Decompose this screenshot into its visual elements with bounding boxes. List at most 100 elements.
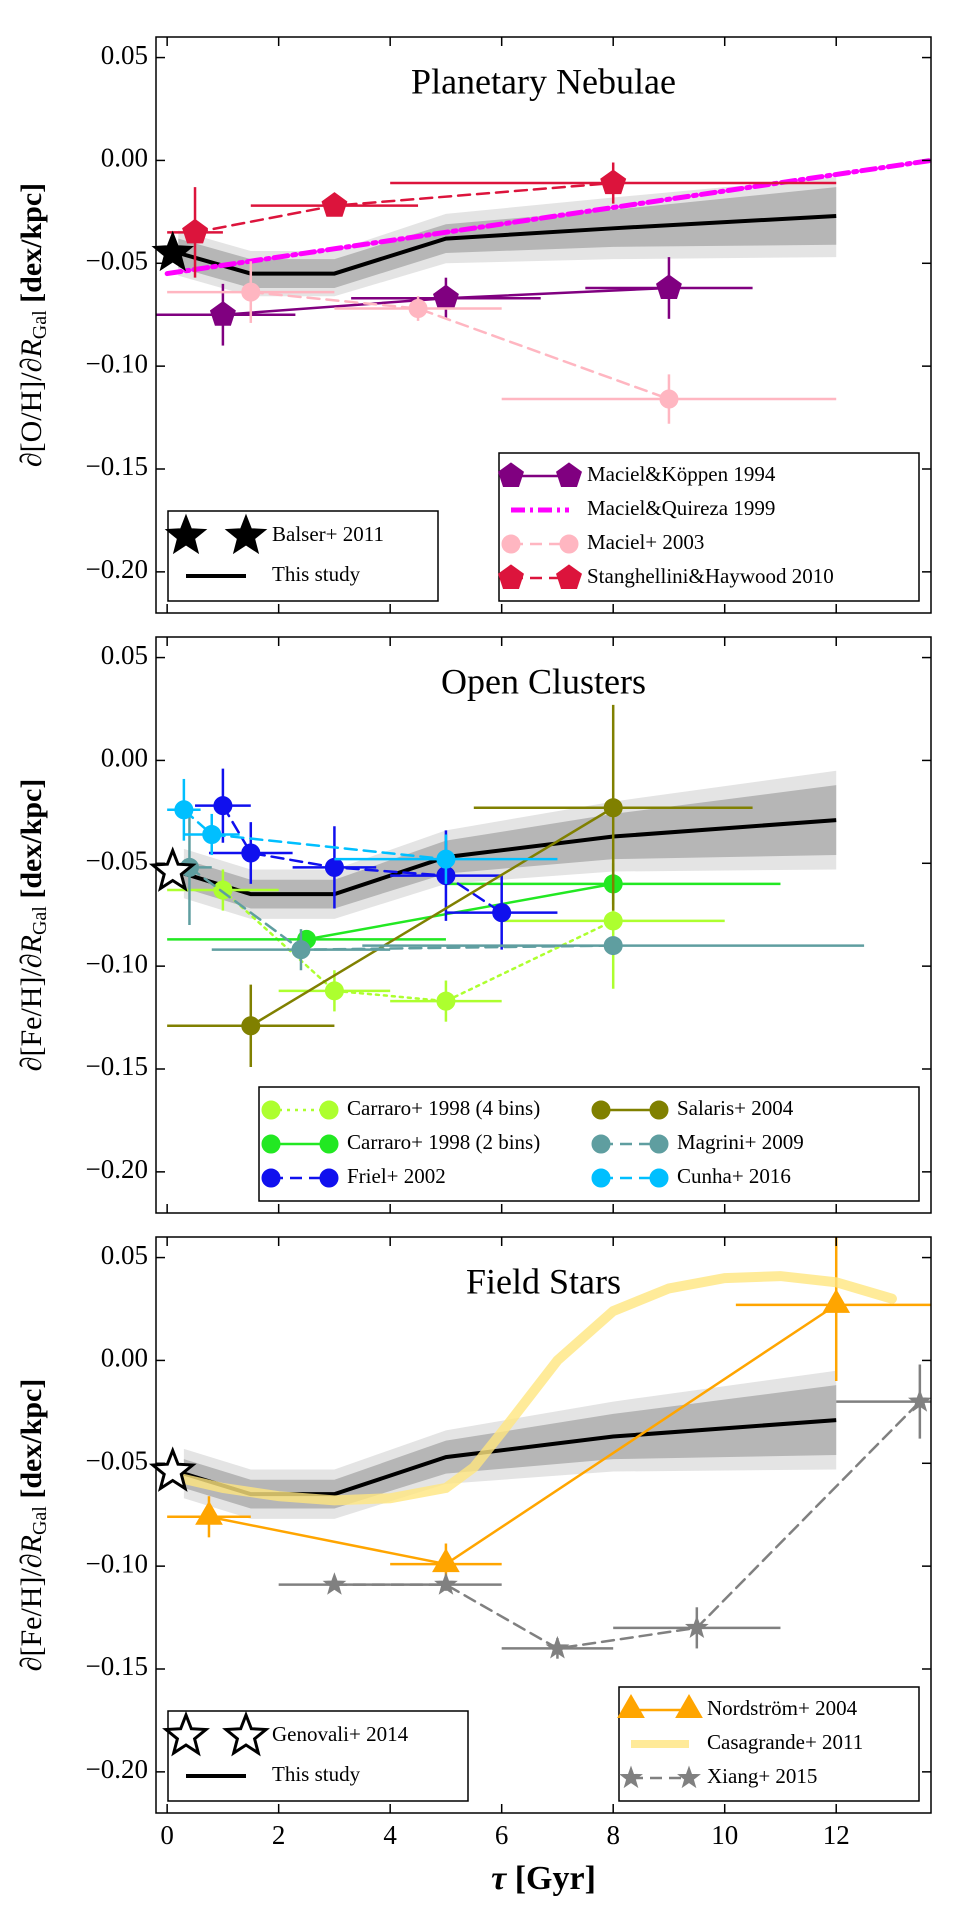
y-tick-label: −0.05 (86, 1445, 148, 1475)
marker (591, 1168, 611, 1188)
legend: Carraro+ 1998 (4 bins) Carraro+ 1998 (2 b… (258, 1086, 920, 1202)
marker (498, 564, 524, 589)
panel-title: Open Clusters (441, 661, 646, 701)
panel-title: Field Stars (466, 1261, 621, 1301)
plot-area (167, 704, 865, 1067)
marker (222, 1710, 270, 1757)
y-tick-label: 0.00 (101, 1343, 148, 1373)
legend: Balser+ 2011 This study (164, 510, 439, 602)
marker (148, 1446, 197, 1492)
x-tick-label: 6 (495, 1820, 509, 1850)
y-tick-label: 0.05 (101, 640, 148, 670)
marker (619, 1765, 643, 1789)
y-label-part: ∂[Fe/H]/∂ (15, 953, 48, 1071)
y-tick-label: −0.15 (86, 451, 148, 481)
plot-area (167, 1237, 931, 1659)
this-study-line (177, 213, 837, 276)
marker (321, 192, 348, 217)
legend-label: Maciel&Köppen 1994 (587, 462, 776, 486)
legend-label: Genovali+ 2014 (272, 1722, 409, 1746)
marker (492, 903, 512, 923)
marker (556, 462, 582, 487)
marker (319, 1134, 339, 1154)
marker (908, 1389, 931, 1412)
legend: Genovali+ 2014 This study (162, 1710, 469, 1802)
y-tick-label: −0.20 (86, 1154, 148, 1184)
series (167, 778, 558, 884)
series (173, 1271, 897, 1506)
panel: 0.05 0.00 −0.05 −0.10 −0.15 −0.20 Planetary Ne… (15, 36, 932, 614)
marker (261, 1168, 281, 1188)
series (167, 853, 725, 1022)
marker (209, 301, 236, 326)
marker (162, 1710, 210, 1757)
legend-label: Carraro+ 1998 (4 bins) (347, 1096, 540, 1120)
y-tick-label: −0.10 (86, 948, 148, 978)
y-label-part: ∂[O/H]/∂ (15, 358, 48, 468)
legend-box (258, 1086, 920, 1202)
y-tick-label: −0.20 (86, 1754, 148, 1784)
legend-label: Magrini+ 2009 (677, 1130, 804, 1154)
legend-label: Maciel+ 2003 (587, 530, 704, 554)
marker (432, 1548, 460, 1573)
confidence-band (178, 187, 837, 288)
legend-label: Salaris+ 2004 (677, 1096, 794, 1120)
marker (319, 1100, 339, 1120)
series (167, 1237, 931, 1585)
panel: 0.05 0.00 −0.05 −0.10 −0.15 −0.20 0 2 4 6 8 10 12 τ [… (15, 1236, 932, 1897)
y-label-part: Gal (29, 310, 51, 339)
marker (649, 1100, 669, 1120)
x-label-unit: [Gyr] (506, 1860, 596, 1897)
marker (603, 936, 623, 956)
series (167, 704, 753, 1067)
marker (319, 1168, 339, 1188)
marker (677, 1765, 701, 1789)
legend-label: This study (272, 1762, 361, 1786)
y-label-part: Gal (29, 906, 51, 935)
legend-box (167, 1710, 469, 1802)
series (164, 157, 931, 277)
marker (433, 284, 459, 310)
marker (324, 857, 344, 877)
series (156, 257, 753, 346)
panel-title: Planetary Nebulae (411, 61, 676, 101)
x-tick-label: 8 (606, 1820, 620, 1850)
series-line (249, 806, 615, 1028)
marker (591, 1134, 611, 1154)
y-axis-label: ∂[O/H]/∂RGal [dex/kpc] (15, 183, 51, 467)
marker (559, 534, 579, 554)
x-tick-label: 10 (711, 1820, 738, 1850)
marker (603, 798, 623, 818)
plot-area (156, 157, 931, 424)
y-axis-label: ∂[Fe/H]/∂RGal [dex/kpc] (15, 779, 51, 1072)
marker (213, 796, 233, 816)
marker (324, 981, 344, 1001)
marker (291, 940, 311, 960)
axes-frame (155, 36, 932, 614)
confidence-band (183, 785, 837, 909)
y-tick-label: −0.05 (86, 245, 148, 275)
legend-box (167, 510, 439, 602)
series (278, 1364, 931, 1659)
marker (202, 824, 222, 844)
legend-label: Friel+ 2002 (347, 1164, 446, 1188)
y-label-part: R (15, 1535, 48, 1554)
y-axis-label: ∂[Fe/H]/∂RGal [dex/kpc] (15, 1379, 51, 1672)
series-line (249, 290, 671, 401)
series (167, 809, 865, 971)
y-tick-label: −0.15 (86, 1651, 148, 1681)
marker (151, 230, 195, 272)
marker (501, 534, 521, 554)
y-tick-label: −0.15 (86, 1051, 148, 1081)
series (195, 768, 558, 950)
marker (603, 911, 623, 931)
legend-label: Cunha+ 2016 (677, 1164, 791, 1188)
marker (148, 846, 197, 892)
y-label-part: ∂[Fe/H]/∂ (15, 1553, 48, 1671)
legend-label: Carraro+ 1998 (2 bins) (347, 1130, 540, 1154)
y-tick-label: 0.05 (101, 40, 148, 70)
y-tick-label: −0.10 (86, 348, 148, 378)
y-tick-label: −0.10 (86, 1548, 148, 1578)
series (167, 162, 837, 278)
marker (545, 1635, 570, 1659)
